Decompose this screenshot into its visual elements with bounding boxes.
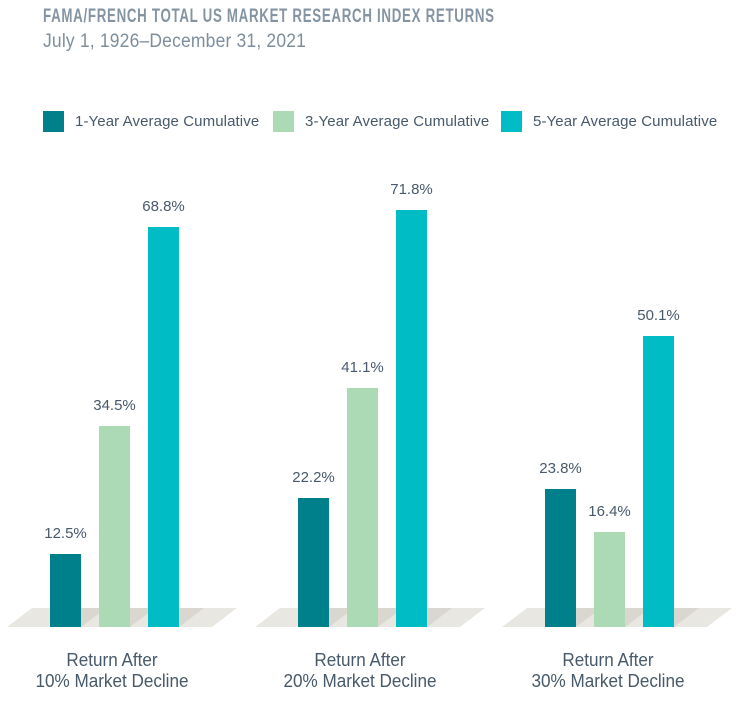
category-label-line1: Return After [66, 650, 158, 670]
value-label: 23.8% [539, 460, 582, 477]
value-label: 68.8% [142, 198, 185, 215]
bar-3yr-group1 [99, 426, 130, 627]
bar-5yr-group2 [396, 210, 427, 627]
value-label: 22.2% [292, 469, 335, 486]
bar-1yr-group3 [545, 489, 576, 627]
legend-entry: 1-Year Average Cumulative [43, 111, 259, 132]
category-label-line1: Return After [562, 650, 654, 670]
bar-5yr-group1 [148, 227, 179, 627]
category-label-line2: 10% Market Decline [35, 671, 189, 691]
legend-label: 3-Year Average Cumulative [305, 113, 490, 130]
bar-1yr-group1 [50, 554, 81, 627]
category-label: Return After 10% Market Decline [35, 650, 188, 692]
value-label: 71.8% [390, 181, 433, 198]
legend-entry: 5-Year Average Cumulative [501, 111, 717, 132]
bar-3yr-group3 [594, 532, 625, 627]
value-label: 12.5% [44, 525, 87, 542]
category-label-line2: 30% Market Decline [531, 671, 685, 691]
category-label-line2: 20% Market Decline [283, 671, 437, 691]
legend-swatch-icon [273, 111, 294, 132]
bar-1yr-group2 [298, 498, 329, 627]
category-label: Return After 20% Market Decline [283, 650, 436, 692]
value-label: 50.1% [637, 307, 680, 324]
legend-label: 5-Year Average Cumulative [533, 113, 718, 130]
legend-swatch-icon [501, 111, 522, 132]
bar-3yr-group2 [347, 388, 378, 627]
bar-5yr-group3 [643, 336, 674, 627]
category-label-line1: Return After [314, 650, 406, 670]
legend-swatch-icon [43, 111, 64, 132]
value-label: 16.4% [588, 503, 631, 520]
chart-subtitle: July 1, 1926–December 31, 2021 [43, 31, 307, 52]
value-label: 41.1% [341, 359, 384, 376]
legend-label: 1-Year Average Cumulative [75, 113, 260, 130]
chart-title: FAMA/FRENCH TOTAL US MARKET RESEARCH IND… [43, 6, 495, 27]
value-label: 34.5% [93, 397, 136, 414]
category-label: Return After 30% Market Decline [531, 650, 684, 692]
legend-entry: 3-Year Average Cumulative [273, 111, 489, 132]
